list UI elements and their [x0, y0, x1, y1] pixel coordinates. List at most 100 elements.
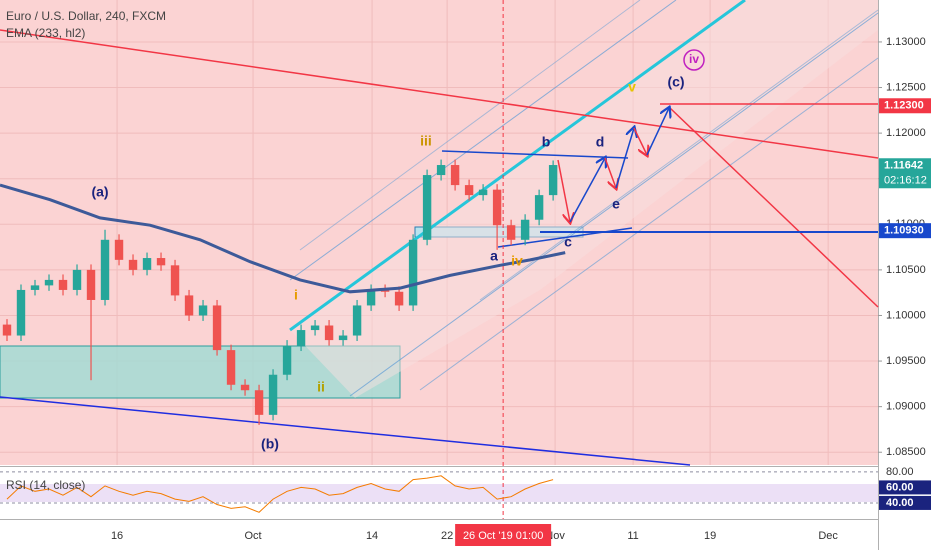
rsi-tick-label: 40.00	[886, 497, 914, 509]
wave-arrow	[557, 159, 570, 222]
candle-body	[408, 239, 418, 306]
candle-body	[2, 324, 12, 336]
candle-body	[86, 269, 96, 300]
x-tick-label: Oct	[244, 530, 261, 542]
y-tick-label: 1.13000	[886, 36, 926, 48]
support-line	[0, 396, 691, 466]
candle-body	[268, 374, 278, 415]
candle-body	[184, 295, 194, 316]
y-tick-label: 1.12500	[886, 81, 926, 93]
y-tick-label: 1.10500	[886, 264, 926, 276]
rsi-band	[0, 484, 878, 502]
wave-label: c	[564, 234, 572, 250]
ema-line	[0, 183, 566, 294]
triangle-bottom	[497, 227, 633, 248]
wave-label: (a)	[91, 184, 108, 200]
x-tick-label: 16	[111, 530, 123, 542]
candle-body	[436, 165, 446, 176]
wave-arrow	[604, 157, 616, 188]
projection-line	[669, 107, 879, 308]
candle-body	[226, 350, 236, 385]
channel-midline	[289, 0, 746, 332]
candle-body	[72, 269, 82, 290]
price-label-box	[879, 158, 931, 189]
x-tick-label: 22	[441, 530, 453, 542]
candle-body	[128, 259, 138, 270]
y-tick-label: 1.09500	[886, 355, 926, 367]
candle-body	[450, 165, 460, 186]
wave-label: (c)	[667, 74, 684, 90]
candle-body	[212, 305, 222, 351]
wave-label: (b)	[261, 436, 279, 452]
x-tick-label: 11	[627, 530, 638, 542]
candle-body	[534, 195, 544, 220]
channel-line	[299, 0, 641, 251]
candle-body	[114, 239, 124, 260]
price-label-box	[879, 98, 931, 114]
price-label: 1.11642	[884, 160, 923, 172]
wave-label: i	[294, 287, 298, 303]
x-tick-label: Dec	[818, 530, 838, 542]
candle-body	[282, 345, 292, 375]
channel-line	[419, 57, 879, 391]
candle-body	[506, 225, 516, 240]
candle-body	[324, 325, 334, 341]
channel-line	[289, 0, 677, 281]
candle-body	[100, 239, 110, 300]
candle-body	[310, 325, 320, 331]
indicator-legend: EMA (233, hl2)	[6, 26, 85, 40]
wave-label: v	[628, 79, 636, 95]
x-tick-label: 19	[704, 530, 716, 542]
candle-body	[380, 289, 390, 292]
y-tick-label: 1.08500	[886, 446, 926, 458]
candle-body	[548, 165, 558, 196]
wave-label: iv	[511, 253, 523, 269]
rsi-line	[6, 475, 554, 513]
candle-body	[394, 291, 404, 306]
wave-label: a	[490, 248, 498, 264]
wave-label: e	[612, 196, 620, 212]
crosshair-label-box	[455, 524, 552, 546]
price-label: 1.10930	[884, 225, 924, 237]
y-tick-label: 1.12000	[886, 127, 926, 139]
candle-body	[58, 279, 68, 290]
candle-body	[142, 258, 152, 270]
candle-body	[296, 330, 306, 346]
rsi-title: RSI (14, close)	[6, 478, 85, 492]
price-label: 1.12300	[884, 100, 924, 112]
candle-body	[366, 289, 376, 306]
candle-body	[170, 265, 180, 296]
y-tick-label: 1.10000	[886, 309, 926, 321]
price-timer: 02:16:12	[884, 175, 927, 187]
wave-label: iv	[689, 52, 699, 66]
wave-arrow	[615, 128, 634, 189]
channel-line	[349, 12, 879, 397]
candle-body	[254, 390, 264, 415]
channel-fill	[290, 0, 878, 398]
wave-label: ii	[317, 379, 325, 395]
candle-body	[16, 289, 26, 336]
channel-line	[479, 9, 879, 301]
y-tick-label: 1.09000	[886, 401, 926, 413]
rsi-tick-label: 60.00	[886, 481, 914, 493]
candle-body	[478, 189, 488, 196]
candle-body	[30, 285, 40, 290]
rsi-tick-label: 80.00	[886, 466, 914, 478]
wave-circle	[683, 49, 705, 71]
price-label-box	[879, 223, 931, 239]
candle-body	[44, 279, 54, 286]
wave-arrow	[569, 158, 605, 223]
wave-label: iii	[420, 133, 432, 149]
wave-arrow	[646, 108, 669, 156]
wave-label: b	[542, 134, 551, 150]
candle-body	[464, 185, 474, 196]
chart-title: Euro / U.S. Dollar, 240, FXCM	[6, 9, 166, 23]
candle-body	[352, 305, 362, 336]
wave-label: d	[596, 134, 605, 150]
rsi-tick-box	[879, 480, 931, 495]
rsi-tick-box	[879, 495, 931, 510]
wave-arrow	[633, 127, 647, 155]
drawings	[0, 0, 879, 466]
